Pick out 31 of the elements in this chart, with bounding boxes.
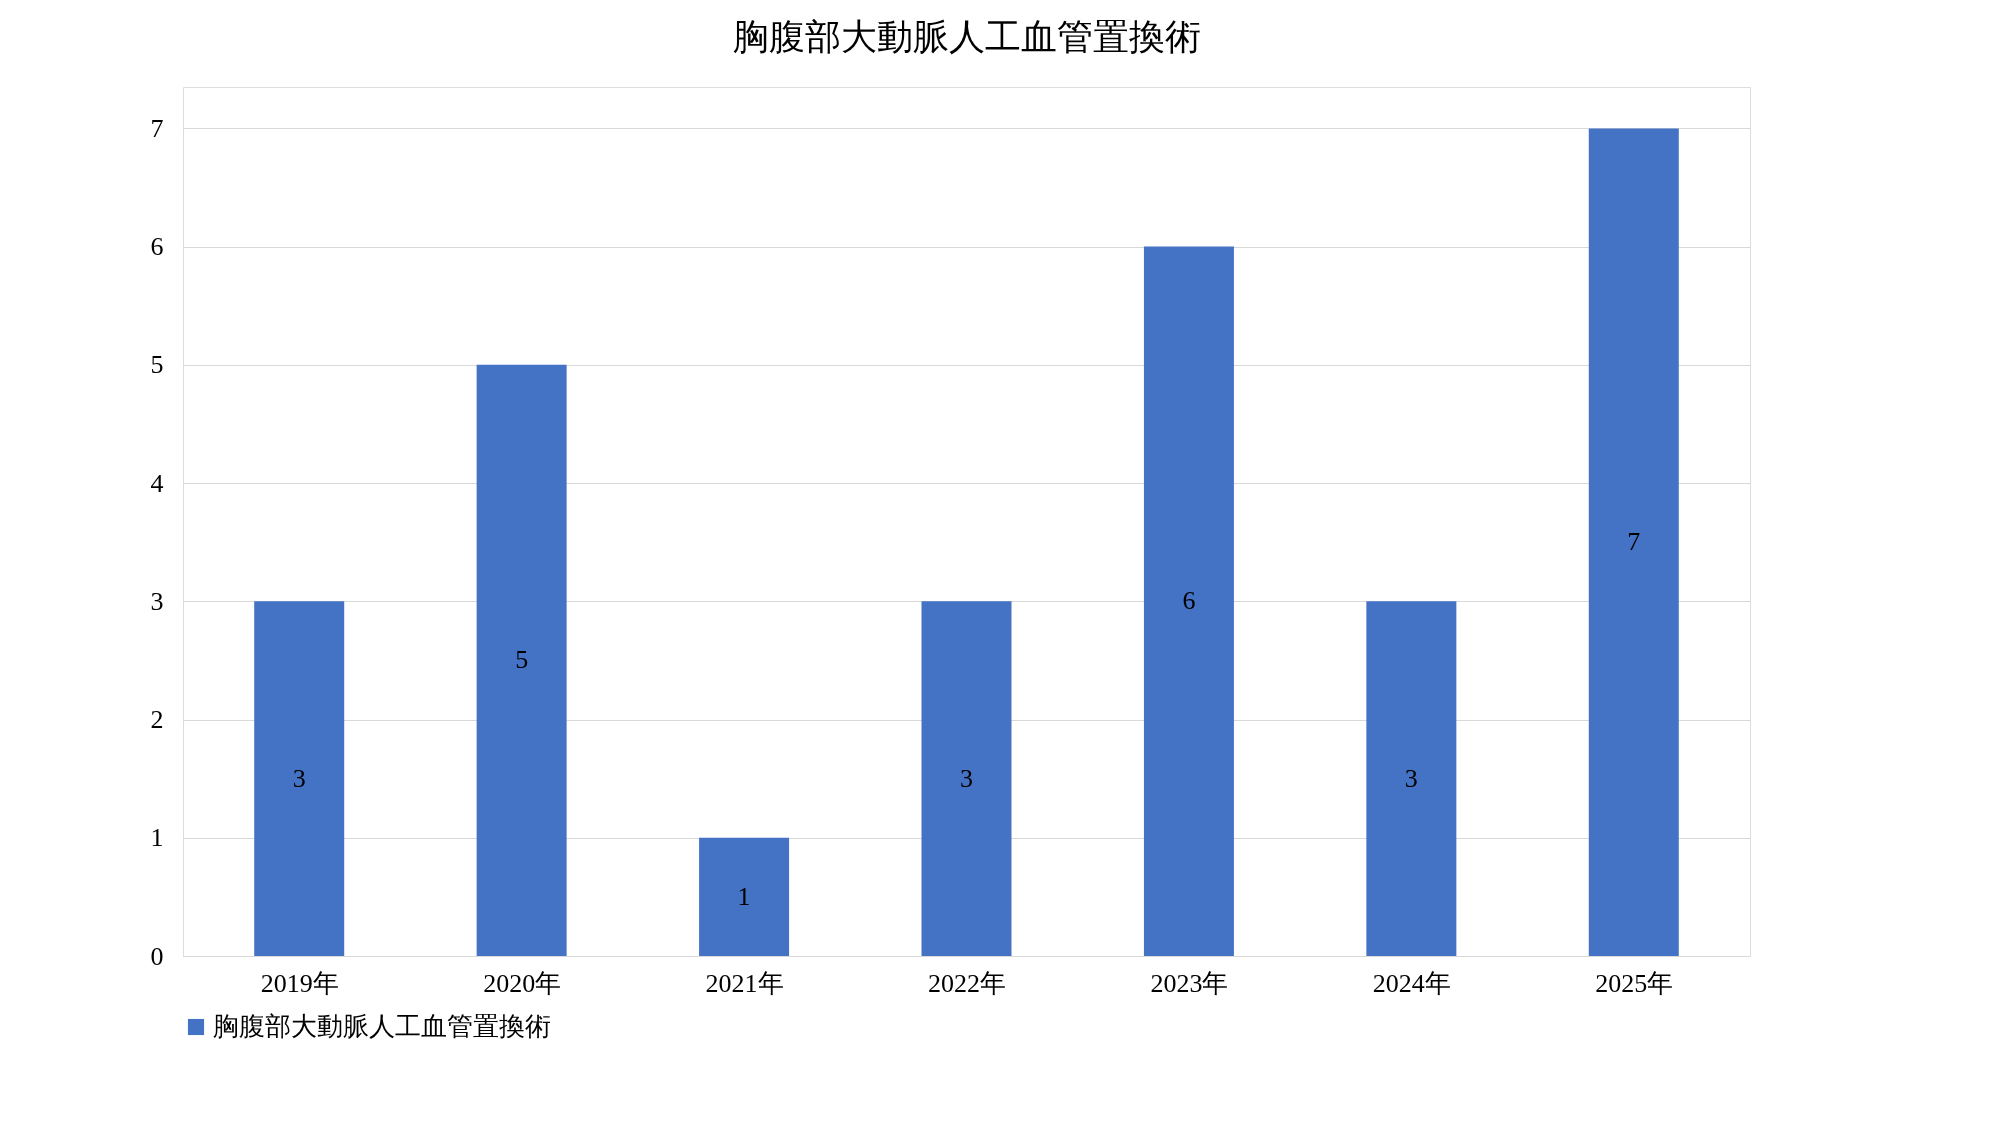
x-tick-label: 2024年 <box>1372 968 1451 998</box>
y-tick-label: 4 <box>150 468 164 498</box>
bar <box>699 837 790 956</box>
y-tick-label: 6 <box>150 232 164 262</box>
bar <box>1366 601 1457 956</box>
y-tick-label: 5 <box>150 350 164 380</box>
chart-title: 胸腹部大動脈人工血管置換術 <box>732 17 1201 57</box>
bar <box>476 364 567 956</box>
x-tick-label: 2021年 <box>705 968 784 998</box>
bar <box>1143 246 1234 956</box>
x-tick-label: 2023年 <box>1150 968 1229 998</box>
bar <box>921 601 1012 956</box>
data-label: 3 <box>292 763 306 793</box>
data-label: 6 <box>1182 586 1196 616</box>
legend-label: 胸腹部大動脈人工血管置換術 <box>213 1012 551 1041</box>
data-label: 3 <box>960 763 973 793</box>
bar <box>254 601 345 956</box>
data-label: 3 <box>1404 763 1418 793</box>
x-tick-label: 2022年 <box>928 968 1006 998</box>
y-tick-label: 0 <box>150 941 164 971</box>
bar <box>1588 128 1679 956</box>
data-label: 1 <box>737 881 751 911</box>
y-tick-label: 2 <box>150 705 164 735</box>
data-label: 5 <box>515 645 529 675</box>
x-tick-label: 2020年 <box>483 968 562 998</box>
x-tick-label: 2019年 <box>260 968 339 998</box>
y-tick-label: 7 <box>150 113 164 143</box>
data-label: 7 <box>1627 527 1641 557</box>
x-tick-label: 2025年 <box>1595 968 1674 998</box>
y-tick-label: 3 <box>150 586 164 616</box>
y-tick-label: 1 <box>150 823 164 853</box>
